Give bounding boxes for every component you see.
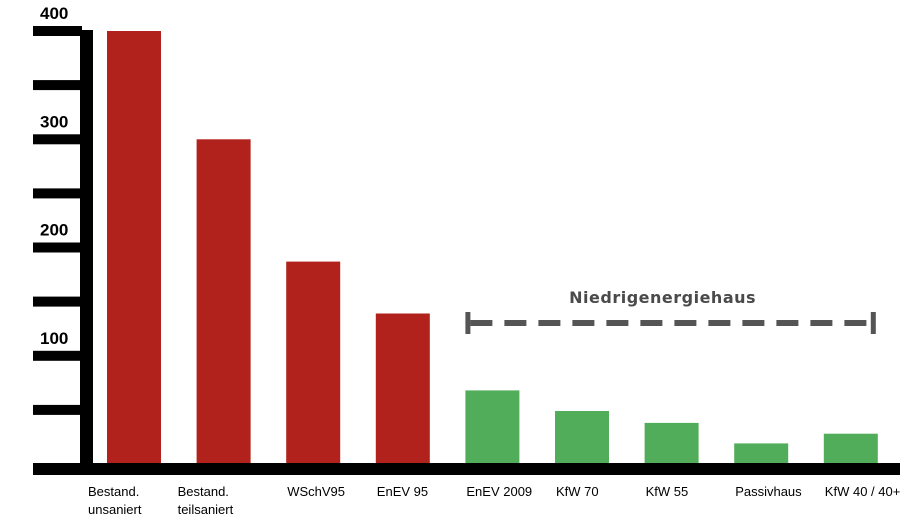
niedrigenergiehaus-bracket: Niedrigenergiehaus xyxy=(465,288,876,334)
y-tick-label-0: 100 xyxy=(40,329,68,348)
bar-5 xyxy=(555,411,609,464)
y-tick-mark-7 xyxy=(33,26,82,36)
bar-7 xyxy=(734,443,789,464)
bar-1 xyxy=(196,139,251,465)
x-tick-label-8: KfW 40 / 40+ xyxy=(825,484,901,499)
bracket-label: Niedrigenergiehaus xyxy=(569,288,756,307)
x-axis-line xyxy=(33,463,900,475)
x-tick-label-0: Bestand. unsaniert xyxy=(88,484,142,517)
bar-4 xyxy=(465,390,520,464)
x-tick-label-1: Bestand. teilsaniert xyxy=(178,484,234,517)
y-axis: 100 200 300 400 xyxy=(33,4,93,464)
y-tick-label-1: 200 xyxy=(40,221,68,240)
bar-3 xyxy=(375,313,430,464)
y-tick-label-3: 400 xyxy=(40,4,68,23)
y-axis-line xyxy=(80,30,93,464)
bracket-left-cap xyxy=(465,312,471,334)
y-tick-mark-2 xyxy=(33,296,82,307)
x-tick-label-3: EnEV 95 xyxy=(377,484,428,499)
x-tick-label-5: KfW 70 xyxy=(556,484,599,499)
y-tick-mark-5 xyxy=(33,134,82,145)
x-tick-label-6: KfW 55 xyxy=(646,484,689,499)
bars-group xyxy=(107,31,878,465)
bar-0 xyxy=(107,31,161,464)
y-tick-label-2: 300 xyxy=(40,112,68,131)
y-tick-mark-1 xyxy=(33,350,82,361)
y-tick-mark-6 xyxy=(33,80,82,91)
bar-6 xyxy=(644,422,699,464)
x-tick-label-4: EnEV 2009 xyxy=(466,484,532,499)
x-tick-label-2: WSchV95 xyxy=(287,484,345,499)
bar-8 xyxy=(823,433,878,464)
x-axis xyxy=(33,463,900,475)
y-tick-mark-4 xyxy=(33,188,82,199)
bar-2 xyxy=(286,261,341,464)
x-tick-label-7: Passivhaus xyxy=(735,484,802,499)
x-tick-labels: Bestand. unsaniert Bestand. teilsaniert WSch… xyxy=(88,484,900,517)
y-tick-mark-0 xyxy=(33,404,82,415)
bracket-right-cap xyxy=(870,312,876,334)
y-tick-mark-3 xyxy=(33,242,82,253)
